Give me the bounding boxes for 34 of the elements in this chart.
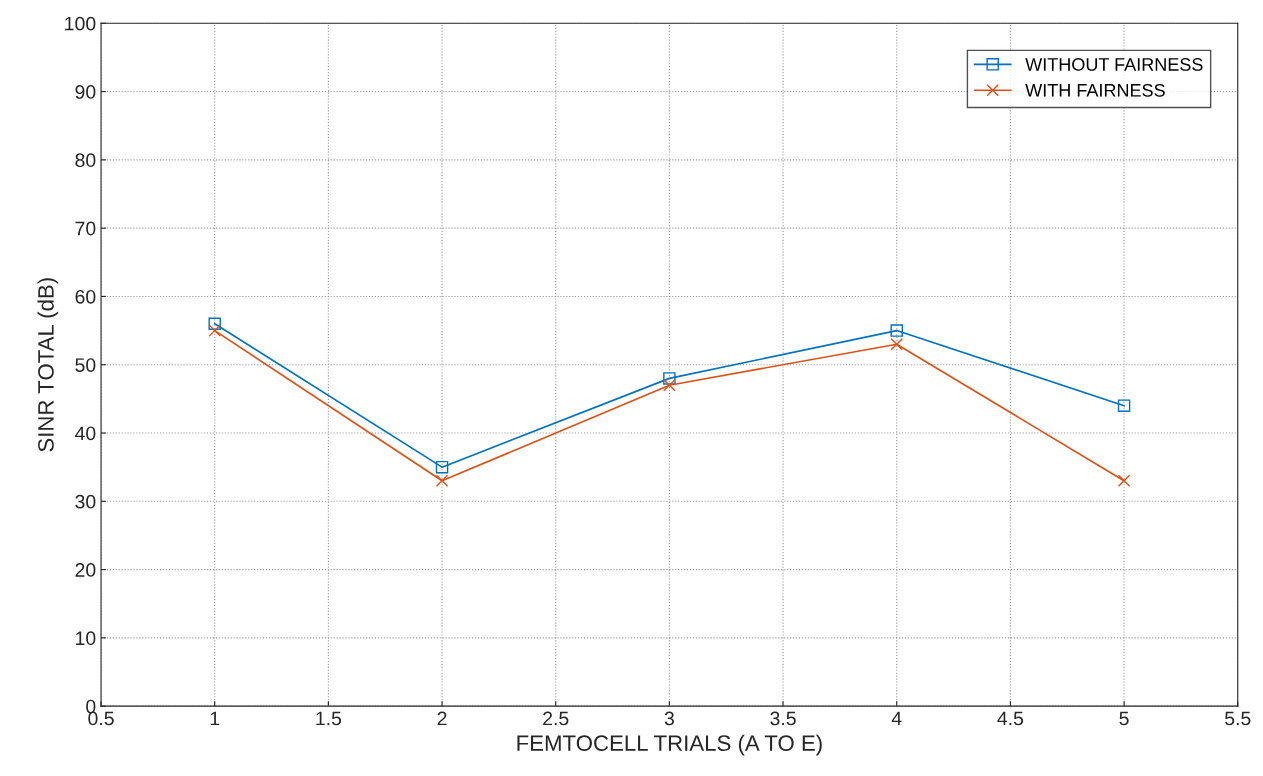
point: [435, 460, 449, 474]
point: [663, 372, 676, 385]
legend-label: WITHOUT FAIRNESS: [1025, 58, 1203, 71]
y-tick-label: 80: [75, 153, 96, 168]
x-axis-title: FEMTOCELL TRIALS (A TO E): [517, 734, 822, 756]
point: [435, 474, 449, 488]
x-tick-label: 3.5: [770, 711, 796, 726]
y-tick-label: 100: [65, 16, 96, 31]
point: [1117, 399, 1131, 412]
point: [663, 378, 676, 392]
x-tick-label: 4.5: [997, 711, 1024, 726]
x-tick-label: 2: [437, 711, 447, 726]
legend-label: WITH FAIRNESS: [1025, 83, 1165, 97]
x-tick-label: 3: [664, 711, 674, 726]
y-tick-label: 50: [75, 358, 96, 372]
y-tick-label: 90: [75, 85, 96, 99]
x-tick-label: 1: [210, 711, 220, 726]
point: [208, 317, 221, 330]
y-tick-label: 40: [75, 426, 96, 441]
point: [1117, 474, 1131, 488]
y-tick-label: 70: [75, 221, 96, 236]
y-tick-label: 10: [76, 631, 96, 646]
y-tick-label: 60: [75, 289, 96, 304]
y-axis-title: SINR TOTAL (dB): [37, 278, 59, 452]
point: [890, 324, 903, 337]
x-tick-label: 1.5: [316, 711, 342, 726]
x-tick-label: 5: [1119, 711, 1129, 726]
y-tick-label: 30: [75, 494, 96, 509]
point: [890, 337, 903, 351]
x-tick-label: 5.5: [1225, 711, 1251, 726]
x-tick-label: 2.5: [543, 711, 569, 726]
point: [208, 324, 221, 337]
y-tick-label: 20: [75, 563, 96, 577]
x-tick-label: 4: [891, 711, 902, 726]
